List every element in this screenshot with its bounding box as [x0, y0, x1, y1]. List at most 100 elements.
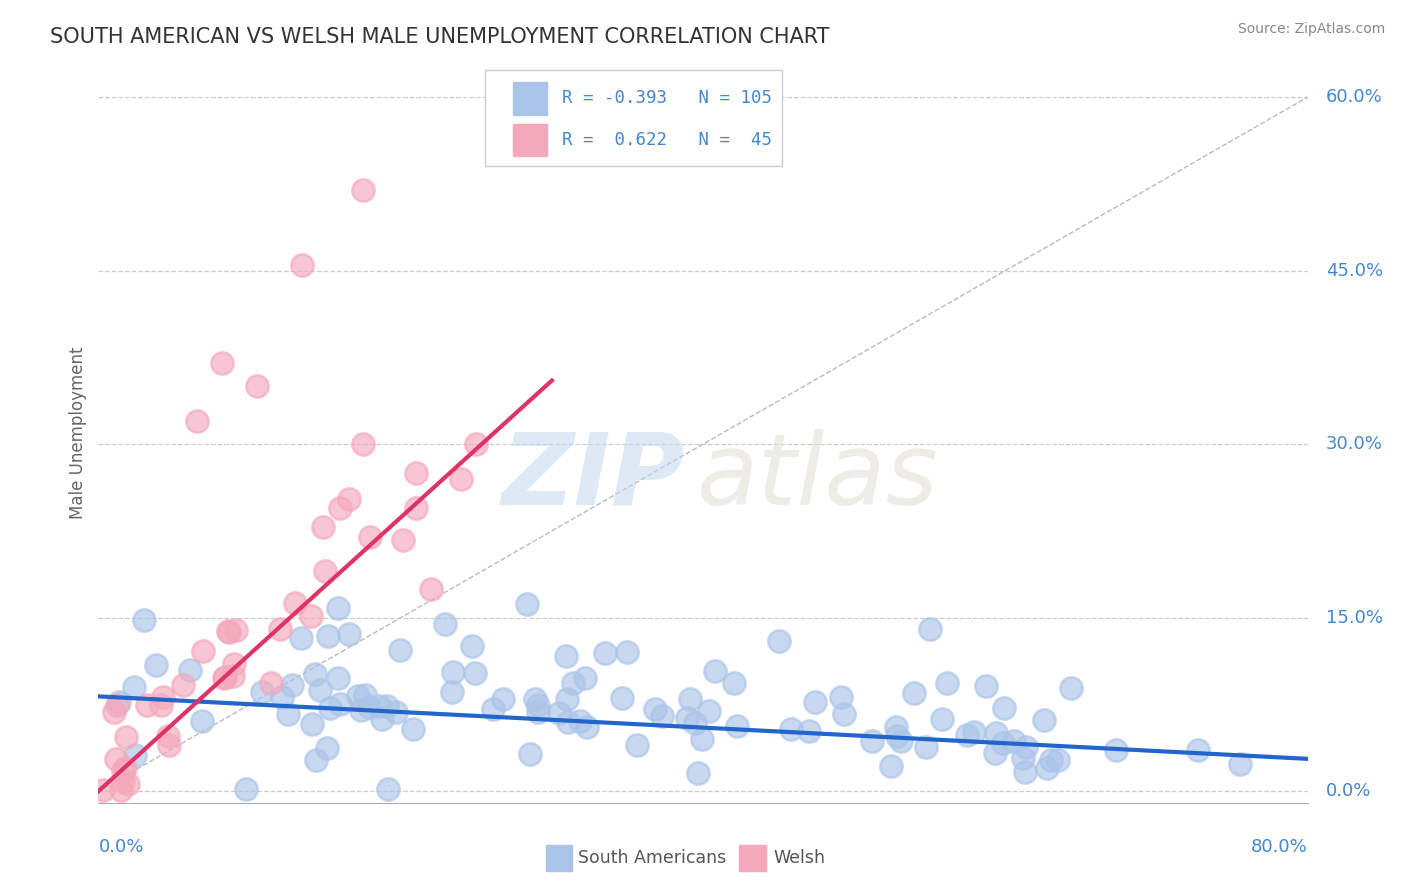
Point [235, 781, 257, 796]
Point [114, 761, 136, 775]
Point [1060, 681, 1083, 695]
Point [1229, 757, 1251, 772]
Point [281, 678, 304, 692]
Text: SOUTH AMERICAN VS WELSH MALE UNEMPLOYMENT CORRELATION CHART: SOUTH AMERICAN VS WELSH MALE UNEMPLOYMEN… [51, 27, 830, 47]
Point [217, 624, 239, 638]
Point [368, 699, 391, 714]
Point [402, 723, 425, 737]
Point [832, 707, 855, 722]
Point [555, 649, 578, 664]
Point [224, 657, 246, 671]
Point [360, 530, 382, 544]
Point [651, 709, 673, 723]
Point [377, 781, 399, 796]
Point [804, 695, 827, 709]
Point [464, 665, 486, 680]
Point [359, 699, 381, 714]
Point [156, 729, 179, 743]
Point [1187, 743, 1209, 757]
Point [860, 734, 883, 748]
Point [461, 639, 484, 653]
Point [523, 692, 546, 706]
Point [305, 753, 328, 767]
Point [110, 783, 132, 797]
Point [723, 676, 745, 690]
Point [482, 702, 505, 716]
Point [703, 664, 725, 678]
Point [890, 733, 912, 747]
Point [301, 716, 323, 731]
Point [780, 722, 803, 736]
Text: 80.0%: 80.0% [1251, 838, 1308, 856]
Point [260, 676, 283, 690]
Point [626, 738, 648, 752]
Point [222, 669, 245, 683]
Point [352, 183, 374, 197]
Point [269, 622, 291, 636]
FancyBboxPatch shape [485, 70, 782, 166]
Point [218, 624, 240, 639]
Point [124, 747, 146, 762]
Point [117, 777, 139, 791]
Point [136, 698, 159, 713]
Point [686, 765, 709, 780]
Point [1015, 739, 1038, 754]
Point [527, 698, 550, 713]
Point [516, 597, 538, 611]
Point [284, 596, 307, 610]
Point [318, 629, 340, 643]
Point [225, 623, 247, 637]
Point [936, 676, 959, 690]
Point [1105, 743, 1128, 757]
Point [384, 705, 406, 719]
Text: 15.0%: 15.0% [1326, 608, 1382, 627]
Point [450, 472, 472, 486]
Point [697, 704, 720, 718]
Point [555, 692, 578, 706]
Point [353, 688, 375, 702]
Point [993, 736, 1015, 750]
Point [1035, 761, 1057, 775]
Point [277, 707, 299, 722]
Point [337, 492, 360, 507]
Text: 0.0%: 0.0% [1326, 782, 1371, 800]
Point [797, 724, 820, 739]
Point [569, 714, 592, 728]
Point [1014, 764, 1036, 779]
Point [107, 698, 129, 712]
Point [157, 738, 180, 752]
Point [308, 683, 330, 698]
Point [685, 716, 707, 731]
Point [575, 721, 598, 735]
Point [304, 667, 326, 681]
Point [561, 675, 583, 690]
Text: Source: ZipAtlas.com: Source: ZipAtlas.com [1237, 22, 1385, 37]
Point [312, 520, 335, 534]
Point [984, 746, 1007, 760]
Point [616, 645, 638, 659]
Point [420, 582, 443, 596]
Point [903, 686, 925, 700]
Point [316, 741, 339, 756]
Point [191, 643, 214, 657]
Point [388, 643, 411, 657]
Point [956, 728, 979, 742]
Point [111, 764, 134, 779]
Point [371, 712, 394, 726]
Point [725, 719, 748, 733]
Point [93, 783, 115, 797]
Point [318, 701, 340, 715]
Point [492, 692, 515, 706]
Point [145, 657, 167, 672]
Point [326, 671, 349, 685]
Point [886, 729, 908, 743]
Point [350, 703, 373, 717]
Point [186, 414, 208, 428]
Point [111, 774, 134, 789]
Point [519, 747, 541, 761]
Point [375, 699, 398, 714]
Text: ZIP: ZIP [502, 428, 685, 525]
Point [212, 671, 235, 685]
Point [271, 690, 294, 704]
Point [1002, 734, 1025, 748]
